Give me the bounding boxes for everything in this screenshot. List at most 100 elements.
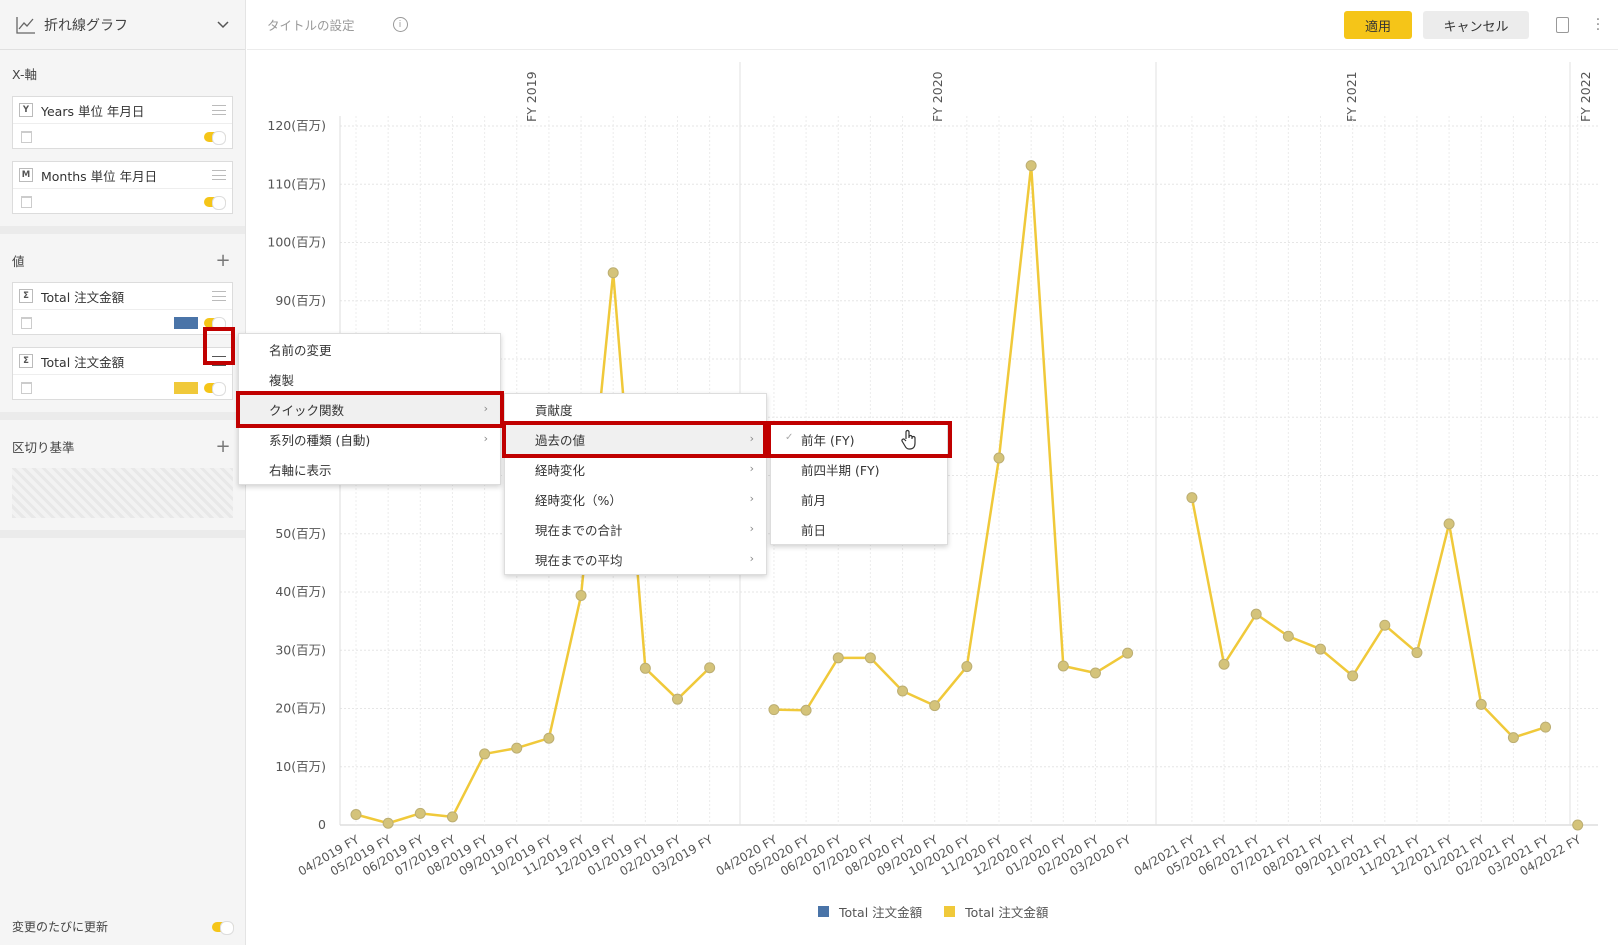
quick-functions-submenu: 貢献度 過去の値 › 経時変化 › 経時変化（%） › 現在までの合計 › 現在までの平…	[504, 393, 767, 575]
legend-label: Total 注文金額	[965, 905, 1049, 920]
data-point	[993, 452, 1005, 464]
menu-item-label: 過去の値	[535, 432, 586, 448]
chart-type-label: 折れ線グラフ	[44, 17, 128, 34]
field-badge: Σ	[19, 289, 33, 303]
menu-item-change-over-time[interactable]: 経時変化 ›	[505, 454, 766, 484]
sidebar: 折れ線グラフ X-軸 Y Years 単位 年月日 M Months 単位	[0, 0, 246, 945]
legend-swatch	[818, 906, 829, 917]
fiscal-year-label: FY 2020	[930, 71, 945, 122]
value-field-1[interactable]: Σ Total 注文金額	[12, 282, 233, 335]
chart-type-selector[interactable]: 折れ線グラフ	[0, 0, 245, 50]
menu-item-label: 現在までの合計	[535, 522, 623, 538]
data-point	[446, 811, 458, 823]
menu-item-series-type[interactable]: 系列の種類 (自動) ›	[239, 424, 500, 454]
trash-icon[interactable]	[21, 381, 32, 394]
series-color-swatch[interactable]	[174, 316, 198, 329]
add-value-icon[interactable]: +	[215, 249, 231, 271]
menu-item-previous-day[interactable]: 前日	[801, 522, 827, 538]
check-icon: ✓	[785, 432, 794, 443]
data-point	[543, 732, 555, 744]
x-field-months[interactable]: M Months 単位 年月日	[12, 161, 233, 214]
field-label: Total 注文金額	[41, 289, 125, 305]
document-icon[interactable]	[1556, 17, 1569, 33]
x-field-years[interactable]: Y Years 単位 年月日	[12, 96, 233, 149]
data-point	[511, 742, 523, 754]
field-badge: Y	[19, 103, 33, 117]
menu-item-label: 現在までの平均	[535, 552, 623, 568]
chevron-right-icon: ›	[749, 492, 754, 505]
menu-item-right-axis[interactable]: 右軸に表示	[269, 462, 332, 478]
legend-label: Total 注文金額	[839, 905, 923, 920]
add-split-icon[interactable]: +	[215, 435, 231, 457]
data-point	[1218, 658, 1230, 670]
more-vertical-icon[interactable]: · · ·	[1595, 12, 1601, 38]
fiscal-year-label: FY 2022	[1578, 71, 1593, 122]
data-point	[1443, 518, 1455, 530]
series-color-swatch[interactable]	[174, 381, 198, 394]
field-context-menu: 名前の変更 複製 クイック関数 › 系列の種類 (自動) › 右軸に表示	[238, 333, 501, 485]
data-point	[1089, 667, 1101, 679]
field-toggle[interactable]	[204, 316, 226, 331]
past-values-submenu: ✓ 前年 (FY) 前四半期 (FY) 前月 前日	[770, 423, 948, 545]
chevron-right-icon: ›	[749, 522, 754, 535]
data-point	[929, 700, 941, 712]
chevron-down-icon[interactable]	[217, 20, 229, 29]
chevron-right-icon: ›	[749, 552, 754, 565]
menu-item-previous-quarter[interactable]: 前四半期 (FY)	[801, 462, 880, 478]
menu-item-rename[interactable]: 名前の変更	[269, 342, 332, 358]
field-menu-icon[interactable]	[212, 356, 226, 366]
menu-item-label: 経時変化（%）	[535, 492, 622, 508]
y-tick-label: 10(百万)	[275, 759, 326, 774]
menu-item-contribution[interactable]: 貢献度	[535, 402, 573, 418]
field-menu-icon[interactable]	[212, 170, 226, 180]
value-field-2[interactable]: Σ Total 注文金額	[12, 347, 233, 400]
series-line	[355, 271, 711, 825]
y-tick-label: 20(百万)	[275, 701, 326, 716]
split-section: 区切り基準 +	[0, 424, 245, 468]
legend-item[interactable]: Total 注文金額	[818, 902, 922, 921]
field-menu-icon[interactable]	[212, 291, 226, 301]
auto-update-toggle[interactable]	[212, 920, 234, 935]
data-point	[1379, 619, 1391, 631]
trash-icon[interactable]	[21, 130, 32, 143]
y-tick-label: 30(百万)	[275, 642, 326, 657]
y-tick-label: 100(百万)	[267, 235, 326, 250]
auto-update-row: 変更のたびに更新	[12, 918, 234, 935]
menu-item-label: 経時変化	[535, 462, 586, 478]
trash-icon[interactable]	[21, 195, 32, 208]
menu-item-previous-month[interactable]: 前月	[801, 492, 827, 508]
menu-item-label: 前年 (FY)	[801, 432, 855, 448]
menu-item-previous-year[interactable]: ✓ 前年 (FY)	[771, 424, 947, 454]
field-badge: M	[19, 168, 33, 182]
data-point	[1025, 160, 1037, 172]
split-drop-zone[interactable]	[12, 468, 233, 518]
menu-item-quick-functions[interactable]: クイック関数 ›	[239, 394, 500, 424]
legend-swatch	[944, 906, 956, 917]
data-point	[961, 661, 973, 673]
hand-pointer-icon	[901, 429, 916, 450]
trash-icon[interactable]	[21, 316, 32, 329]
title-input[interactable]: タイトルの設定	[267, 18, 355, 33]
cancel-button[interactable]: キャンセル	[1423, 11, 1529, 39]
field-toggle[interactable]	[204, 381, 226, 396]
field-toggle[interactable]	[204, 195, 226, 210]
data-point	[864, 652, 876, 664]
menu-item-duplicate[interactable]: 複製	[269, 372, 295, 388]
menu-item-running-total[interactable]: 現在までの合計 ›	[505, 514, 766, 544]
apply-button[interactable]: 適用	[1344, 11, 1412, 39]
menu-item-change-over-time-pct[interactable]: 経時変化（%） ›	[505, 484, 766, 514]
chevron-right-icon: ›	[483, 432, 488, 445]
menu-item-running-average[interactable]: 現在までの平均 ›	[505, 544, 766, 574]
field-label: Total 注文金額	[41, 354, 125, 370]
data-point	[479, 748, 491, 760]
menu-item-past-values[interactable]: 過去の値 ›	[505, 424, 766, 454]
legend-item[interactable]: Total 注文金額	[944, 902, 1048, 921]
x-axis-label: X-軸	[12, 66, 37, 82]
data-point	[800, 704, 812, 716]
auto-update-label: 変更のたびに更新	[12, 920, 109, 934]
divider	[0, 226, 245, 234]
field-menu-icon[interactable]	[212, 105, 226, 115]
info-icon[interactable]: i	[392, 17, 408, 32]
field-toggle[interactable]	[204, 130, 226, 145]
